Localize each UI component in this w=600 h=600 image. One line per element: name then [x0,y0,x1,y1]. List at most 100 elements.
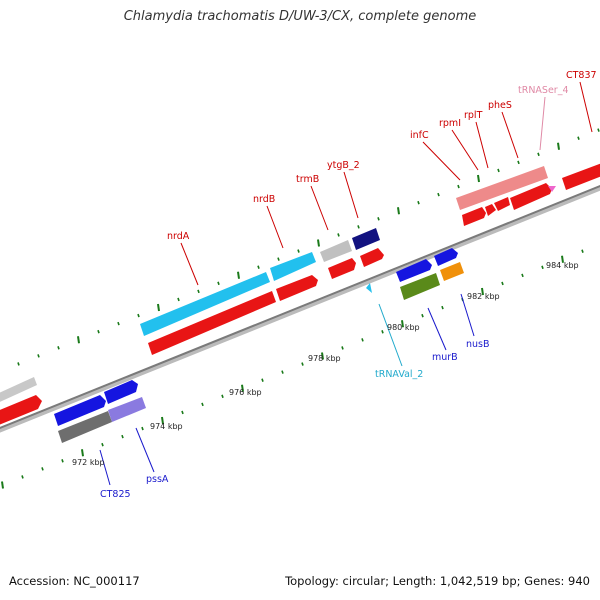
label-nrdA: nrdA [167,231,190,242]
reverse-leader-lines [99,293,475,486]
forward-tick-mark [337,233,340,237]
forward-tick-mark [77,336,80,344]
reverse-tick-mark [21,475,24,479]
forward-tick-mark [577,136,580,140]
reverse-tick-mark [381,330,384,334]
forward-tick-mark [97,329,100,334]
label-murB: murB [432,352,458,363]
forward-tick-mark [377,217,380,221]
gene-pssA-upper-blue [104,380,138,404]
kbp-label-976: 976 kbp [229,388,262,397]
trnaser-leader-line [539,96,546,151]
gene-pheS-red [510,183,552,210]
reverse-tick-mark [321,352,324,360]
forward-tick-mark [437,192,440,197]
reverse-tick-mark [401,320,404,328]
forward-tick-mark [517,160,520,165]
reverse-tick-mark [221,394,224,399]
gene-trmB-gray [320,240,352,262]
reverse-tick-mark [241,384,244,392]
genome-backbone [0,184,600,433]
label-infC: infC [410,130,429,141]
reverse-tick-mark [41,467,44,471]
kbp-label-982: 982 kbp [467,292,500,301]
forward-tick-mark [217,281,220,286]
kbp-label-972: 972 kbp [72,458,105,467]
kbp-label-974: 974 kbp [150,422,183,431]
reverse-tick-mark [361,338,364,342]
forward-tick-mark [477,174,480,183]
forward-tick-mark [537,152,540,157]
reverse-tick-mark [61,459,64,463]
kbp-labels: 972 kbp 974 kbp 976 kbp 978 kbp 980 kbp … [72,261,579,467]
gene-pssA-purple [108,397,146,422]
forward-tick-mark [597,128,600,132]
gene-rplT-red [494,197,510,211]
gene-trmB-red [328,258,356,279]
reverse-tick-mark [581,249,584,253]
reverse-tick-mark [181,410,184,415]
forward-tick-mark [17,362,20,366]
gene-ytgB-navy [352,228,380,250]
reverse-tick-mark [101,442,104,447]
gene-infC-red [462,207,486,226]
reverse-tick-mark [81,449,84,457]
gene-nrdA-red [148,291,276,355]
reverse-tick-mark [161,416,164,425]
gene-murB-olive [400,273,440,300]
forward-tick-mark [237,271,240,279]
label-trnaser-4: tRNASer_4 [518,85,569,96]
forward-leader-lines [180,81,593,286]
genome-summary-text: Topology: circular; Length: 1,042,519 bp… [285,574,590,588]
reverse-tick-mark [141,426,144,431]
forward-tick-mark [37,354,40,358]
reverse-tick-mark [441,305,444,310]
label-nrdB: nrdB [253,194,275,205]
label-rpmI: rpmI [439,118,461,129]
label-pssA: pssA [146,474,169,485]
trnaval-leader-line [378,303,403,367]
reverse-tick-mark [121,434,124,439]
gene-nusB-blue [434,248,458,266]
forward-tick-mark [557,142,560,150]
gene-block-left-gray [0,377,37,402]
gene-ct825-blue [54,395,106,426]
forward-tick-mark [357,225,360,229]
reverse-tick-mark [1,481,4,489]
forward-tick-mark [197,289,200,294]
forward-tick-mark [157,303,160,312]
forward-tick-mark [57,346,60,350]
reverse-tick-mark [521,273,524,278]
reverse-tick-mark [481,287,484,296]
reverse-tick-mark [301,362,304,366]
gene-rpmI-red [485,204,496,216]
gene-nusB-orange [440,262,464,281]
label-trmB: trmB [296,174,319,185]
gene-pink-block [456,166,548,210]
kbp-label-978: 978 kbp [308,354,341,363]
reverse-tick-mark [501,281,504,286]
reverse-tick-mark [541,265,544,270]
reverse-tick-mark [201,402,204,407]
kbp-label-980: 980 kbp [387,323,420,332]
label-trnaval-2: tRNAVal_2 [375,369,423,380]
label-ytgB-2: ytgB_2 [327,160,360,171]
gene-nrdB-red [276,275,318,301]
gene-dark-gray [58,411,112,443]
label-ct837: CT837 [566,70,597,81]
kbp-label-984: 984 kbp [546,261,579,270]
forward-tick-mark [297,249,300,253]
label-nusB: nusB [466,339,490,350]
genome-title: Chlamydia trachomatis D/UW-3/CX, complet… [123,9,477,24]
reverse-tick-mark [281,370,284,374]
label-rplT: rplT [464,110,483,121]
reverse-gene-labels: CT825 pssA tRNAVal_2 murB nusB [100,339,490,500]
gene-ytgB-red [360,248,384,267]
reverse-tick-mark [561,255,564,263]
gene-trnaval-cyan [366,283,372,293]
accession-text: Accession: NC_000117 [9,574,140,588]
forward-tick-mark [277,257,280,261]
forward-tick-mark [117,321,120,326]
reverse-tick-mark [341,346,344,350]
